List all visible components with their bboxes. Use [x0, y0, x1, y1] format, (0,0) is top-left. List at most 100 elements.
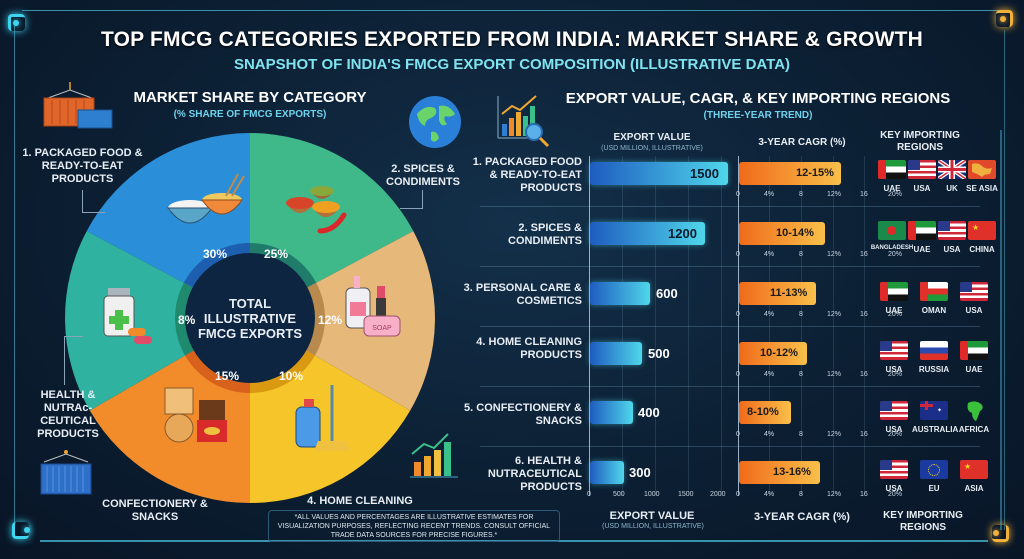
page-title: TOP FMCG CATEGORIES EXPORTED FROM INDIA:…: [100, 28, 924, 51]
export-value-personal-care: 600: [656, 286, 678, 301]
footer-cagr: 3-YEAR CAGR (%): [754, 511, 850, 523]
glow-dot-icon: [1000, 16, 1006, 22]
page-subtitle: SNAPSHOT OF INDIA'S FMCG EXPORT COMPOSIT…: [233, 56, 791, 73]
export-section-title: EXPORT VALUE, CAGR, & KEY IMPORTING REGI…: [565, 90, 951, 107]
footer-export-value: EXPORT VALUE: [609, 510, 695, 522]
frame-line-right: [1004, 30, 1005, 530]
gridline: [655, 156, 656, 496]
flag-australia-icon: ✦: [920, 401, 948, 420]
cagr-value-health: 13-16%: [773, 466, 811, 478]
row-separator: [480, 266, 980, 267]
cagr-bar-personal-care: [739, 282, 816, 305]
col-header-export-unit: (USD MILLION, ILLUSTRATIVE): [601, 145, 703, 152]
region-label: AUSTRALIA: [912, 425, 959, 434]
leader-line: [82, 190, 105, 213]
pct-home-cleaning: 10%: [279, 369, 304, 383]
region-label: UAE: [965, 365, 983, 374]
region-label: USA: [885, 425, 903, 434]
region-label: UAE: [883, 184, 901, 193]
cagr-bar-spices: [739, 222, 825, 245]
row-label-personal-care: 3. PERSONAL CARE & COSMETICS: [463, 282, 582, 307]
region-label: UAE: [885, 306, 903, 315]
flag-china-icon: ★: [968, 221, 996, 240]
medicine-bottle-icon: [103, 288, 152, 344]
pct-packaged: 30%: [203, 247, 228, 261]
row-separator: [480, 206, 980, 207]
flag-usa-icon: [880, 460, 908, 479]
leader-line: [64, 336, 83, 385]
cagr-value-personal-care: 11-13%: [770, 287, 808, 299]
export-bar-confectionery: [590, 401, 633, 424]
row-separator: [480, 446, 980, 447]
pct-spices: 25%: [264, 247, 289, 261]
export-value-health: 300: [629, 465, 651, 480]
row-label-home-cleaning: 4. HOME CLEANING PRODUCTS: [476, 336, 582, 361]
spices-icon: [286, 186, 347, 234]
region-label: USA: [885, 484, 903, 493]
col-header-export-value: EXPORT VALUE: [613, 132, 691, 143]
pct-health: 8%: [178, 313, 196, 327]
analytics-icon: [497, 95, 550, 148]
row-separator: [480, 386, 980, 387]
gridline: [833, 156, 834, 496]
region-label: USA: [913, 184, 931, 193]
glow-dot-icon: [993, 530, 999, 536]
flag-usa-icon: [880, 401, 908, 420]
row-label-packaged: 1. PACKAGED FOOD & READY-TO-EAT PRODUCTS: [472, 156, 582, 194]
corner-bracket-bottom-right: [992, 525, 1009, 542]
export-value-packaged: 1500: [690, 166, 719, 181]
cagr-axis: [738, 156, 739, 496]
region-label: USA: [965, 306, 983, 315]
gridline: [801, 156, 802, 496]
export-value-confectionery: 400: [638, 405, 660, 420]
globe-icon: [409, 96, 461, 148]
region-label: ASIA: [964, 484, 984, 493]
leader-line: [400, 190, 423, 209]
africa-map-icon: [967, 401, 983, 421]
export-value-home-cleaning: 500: [648, 346, 670, 361]
region-label: CHINA: [969, 245, 995, 254]
label-home-cleaning: 4. HOME CLEANING: [307, 495, 413, 507]
cagr-value-home-cleaning: 10-12%: [760, 347, 798, 359]
col-header-regions: KEY IMPORTING REGIONS: [880, 130, 960, 153]
region-label: AFRICA: [958, 425, 990, 434]
flag-usa-icon: [908, 160, 936, 179]
cagr-bar-packaged: [739, 162, 841, 185]
region-label: UK: [946, 184, 958, 193]
frame-line-left: [14, 20, 15, 530]
export-bar-packaged: [590, 162, 728, 185]
flag-oman-icon: [920, 282, 948, 301]
row-label-health: 6. HEALTH & NUTRACEUTICAL PRODUCTS: [487, 455, 582, 493]
pie-slice-personal-care: [250, 231, 435, 411]
export-bar-spices: [590, 222, 705, 245]
soap-label: SOAP: [372, 325, 392, 332]
flag-eu-icon: [920, 460, 948, 479]
gridline: [864, 156, 865, 496]
label-confectionery: CONFECTIONERY & SNACKS: [102, 498, 208, 523]
rice-bowl-icon: [167, 173, 245, 224]
pie-slice-health: [65, 231, 250, 411]
export-bar-home-cleaning: [590, 342, 642, 365]
market-share-subtitle: (% SHARE OF FMCG EXPORTS): [173, 109, 327, 120]
gridline: [688, 156, 689, 496]
flag-uae-icon: [878, 160, 906, 179]
export-axis: [589, 156, 590, 496]
flag-asia-icon: ★: [960, 460, 988, 479]
flag-se-asia-icon: [968, 160, 996, 179]
flag-usa-icon: [880, 341, 908, 360]
region-label: SE ASIA: [966, 184, 998, 193]
cagr-bar-health: [739, 461, 820, 484]
region-label: RUSSIA: [918, 365, 950, 374]
label-health: HEALTH & NUTRAc-CEUTICAL PRODUCTS: [37, 389, 99, 440]
glow-dot-icon: [13, 20, 19, 26]
gridline: [769, 156, 770, 496]
gridline: [622, 156, 623, 496]
cosmetics-icon: SOAP: [345, 276, 401, 337]
cagr-bar-home-cleaning: [739, 342, 807, 365]
corner-bracket-bottom-left: [12, 522, 29, 539]
region-label: OMAN: [921, 306, 947, 315]
export-value-spices: 1200: [668, 226, 697, 241]
cagr-bar-confectionery: [739, 401, 791, 424]
shipping-container-icon: [43, 82, 113, 129]
col-header-cagr: 3-YEAR CAGR (%): [758, 137, 846, 148]
